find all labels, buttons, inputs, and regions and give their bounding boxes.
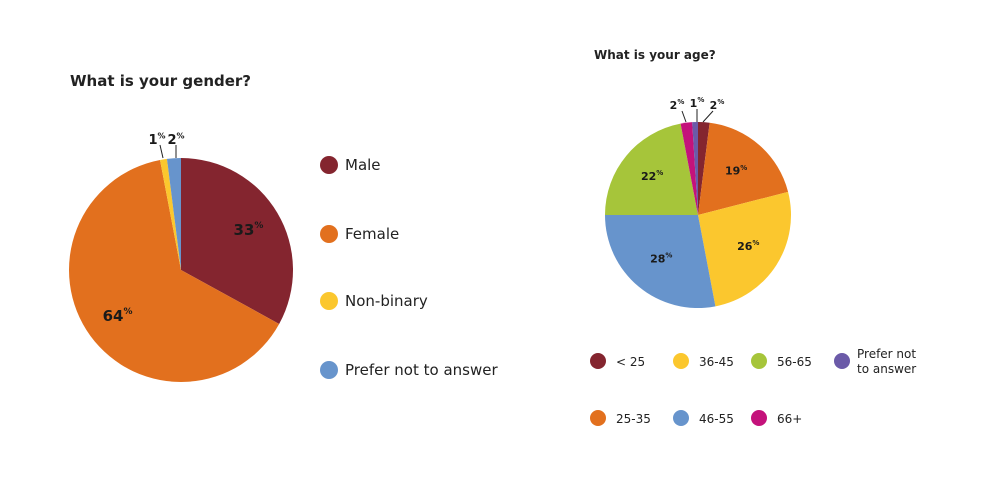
age-leader-line-25 xyxy=(702,110,714,123)
gender-value-label-non-binary: 1% xyxy=(148,131,165,148)
gender-legend-label-non-binary: Non-binary xyxy=(345,292,428,310)
age-value-label-36-45: 26% xyxy=(737,239,759,253)
age-slice-36-45 xyxy=(698,191,791,307)
age-legend-label-36-45: 36-45 xyxy=(699,355,734,369)
age-slice-prefer-not-to-answer xyxy=(692,122,698,215)
age-leader-line-66 xyxy=(681,110,687,123)
age-value-label-25-35: 19% xyxy=(725,164,747,178)
age-legend-label-25-35: 25-35 xyxy=(616,412,651,426)
gender-legend-swatch-prefer-not-to-answer xyxy=(320,361,338,379)
gender-chart-title: What is your gender? xyxy=(70,72,252,90)
gender-leader-line-non-binary xyxy=(159,144,164,159)
age-slice-46-55 xyxy=(605,215,716,309)
gender-value-label-male: 33% xyxy=(234,220,264,238)
gender-legend-label-female: Female xyxy=(345,225,400,243)
age-legend-swatch-46-55 xyxy=(673,410,689,426)
age-slice-56-65 xyxy=(605,123,698,215)
age-legend-label-46-55: 46-55 xyxy=(699,412,734,426)
age-legend-swatch-prefer-not-to-answer xyxy=(834,353,850,369)
age-value-label-25: 2% xyxy=(710,98,725,112)
age-slice-25-35 xyxy=(698,122,789,215)
gender-legend-swatch-male xyxy=(320,156,338,174)
age-legend-swatch-56-65 xyxy=(751,353,767,369)
gender-legend-swatch-non-binary xyxy=(320,292,338,310)
age-legend-swatch-36-45 xyxy=(673,353,689,369)
gender-legend-label-male: Male xyxy=(345,156,381,174)
age-value-label-prefer-not-to-answer: 1% xyxy=(690,96,705,110)
age-legend-swatch-25 xyxy=(590,353,606,369)
age-legend-swatch-25-35 xyxy=(590,410,606,426)
gender-slice-male xyxy=(181,158,294,324)
age-value-label-56-65: 22% xyxy=(641,169,663,183)
age-legend-swatch-66 xyxy=(751,410,767,426)
age-slice-66 xyxy=(680,122,698,215)
gender-slice-non-binary xyxy=(160,158,181,270)
age-legend-label-56-65: 56-65 xyxy=(777,355,812,369)
age-value-label-66: 2% xyxy=(670,98,685,112)
age-value-label-46-55: 28% xyxy=(650,252,672,266)
gender-legend-swatch-female xyxy=(320,225,338,243)
gender-legend-label-prefer-not-to-answer: Prefer not to answer xyxy=(345,361,498,379)
gender-slice-prefer-not-to-answer xyxy=(166,158,181,270)
age-slice-25 xyxy=(698,122,710,215)
gender-value-label-prefer-not-to-answer: 2% xyxy=(167,131,184,148)
gender-value-label-female: 64% xyxy=(103,306,133,324)
age-legend-label-66: 66+ xyxy=(777,412,803,426)
age-legend-label-prefer-not-to-answer: Prefer not to answer xyxy=(857,347,917,376)
gender-slice-female xyxy=(69,159,280,382)
age-chart-title: What is your age? xyxy=(594,48,716,62)
age-legend-label-25: < 25 xyxy=(616,355,646,369)
